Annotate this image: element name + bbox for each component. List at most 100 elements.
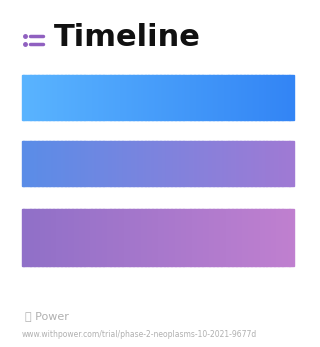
- Bar: [201, 75, 203, 120]
- Bar: [172, 141, 174, 186]
- Bar: [285, 141, 287, 186]
- Bar: [251, 141, 253, 186]
- Bar: [162, 209, 164, 266]
- Bar: [109, 141, 110, 186]
- Bar: [175, 75, 177, 120]
- Bar: [74, 209, 75, 266]
- Bar: [98, 209, 100, 266]
- Bar: [117, 141, 119, 186]
- Bar: [224, 141, 226, 186]
- Bar: [90, 141, 92, 186]
- Bar: [186, 75, 188, 120]
- Bar: [260, 209, 261, 266]
- Bar: [208, 75, 210, 120]
- Bar: [262, 141, 264, 186]
- Bar: [128, 141, 130, 186]
- Bar: [234, 209, 235, 266]
- Bar: [177, 75, 178, 120]
- Bar: [164, 141, 166, 186]
- Bar: [84, 75, 86, 120]
- Bar: [224, 209, 226, 266]
- Bar: [69, 141, 71, 186]
- Bar: [247, 141, 249, 186]
- Bar: [243, 141, 245, 186]
- Bar: [169, 209, 170, 266]
- Bar: [166, 141, 167, 186]
- Bar: [118, 209, 120, 266]
- Bar: [92, 209, 94, 266]
- Text: www.withpower.com/trial/phase-2-neoplasms-10-2021-9677d: www.withpower.com/trial/phase-2-neoplasm…: [22, 330, 257, 339]
- Bar: [59, 75, 60, 120]
- Bar: [197, 75, 199, 120]
- Bar: [273, 209, 275, 266]
- Bar: [49, 141, 51, 186]
- Bar: [246, 209, 247, 266]
- Bar: [91, 75, 93, 120]
- Bar: [193, 209, 195, 266]
- Bar: [156, 209, 158, 266]
- Bar: [228, 209, 230, 266]
- Bar: [52, 141, 53, 186]
- Bar: [263, 75, 265, 120]
- Bar: [276, 209, 277, 266]
- Bar: [169, 141, 170, 186]
- Bar: [252, 209, 254, 266]
- Bar: [144, 75, 146, 120]
- Bar: [108, 209, 109, 266]
- Bar: [141, 209, 143, 266]
- Bar: [151, 141, 153, 186]
- Bar: [112, 209, 113, 266]
- Bar: [109, 75, 110, 120]
- Bar: [205, 141, 207, 186]
- Bar: [30, 141, 32, 186]
- Bar: [250, 209, 252, 266]
- Bar: [242, 209, 244, 266]
- Bar: [172, 75, 174, 120]
- Bar: [252, 75, 254, 120]
- Bar: [23, 141, 25, 186]
- Bar: [113, 75, 115, 120]
- Bar: [239, 209, 241, 266]
- Bar: [135, 75, 136, 120]
- Bar: [123, 75, 124, 120]
- Bar: [124, 75, 125, 120]
- Bar: [220, 209, 222, 266]
- Bar: [274, 141, 276, 186]
- Bar: [236, 75, 238, 120]
- Bar: [46, 75, 48, 120]
- Bar: [148, 141, 150, 186]
- Text: Varies: Varies: [234, 155, 281, 171]
- Bar: [239, 75, 241, 120]
- Bar: [223, 141, 224, 186]
- Bar: [174, 209, 176, 266]
- Bar: [95, 141, 97, 186]
- Bar: [135, 209, 136, 266]
- Bar: [125, 141, 127, 186]
- Bar: [101, 141, 102, 186]
- Bar: [113, 209, 115, 266]
- Bar: [108, 141, 109, 186]
- Bar: [84, 209, 86, 266]
- Bar: [227, 75, 228, 120]
- Bar: [194, 141, 196, 186]
- Bar: [227, 141, 228, 186]
- Bar: [133, 209, 135, 266]
- Bar: [149, 209, 151, 266]
- Bar: [274, 75, 276, 120]
- Bar: [208, 141, 210, 186]
- Bar: [255, 75, 257, 120]
- Bar: [45, 141, 47, 186]
- Bar: [137, 141, 139, 186]
- Bar: [232, 75, 234, 120]
- Bar: [194, 75, 196, 120]
- Bar: [45, 75, 47, 120]
- Bar: [106, 209, 108, 266]
- Bar: [132, 141, 133, 186]
- Bar: [239, 141, 241, 186]
- Bar: [36, 209, 37, 266]
- Bar: [226, 141, 227, 186]
- Bar: [64, 75, 66, 120]
- Bar: [84, 141, 86, 186]
- Bar: [183, 75, 185, 120]
- Bar: [205, 75, 207, 120]
